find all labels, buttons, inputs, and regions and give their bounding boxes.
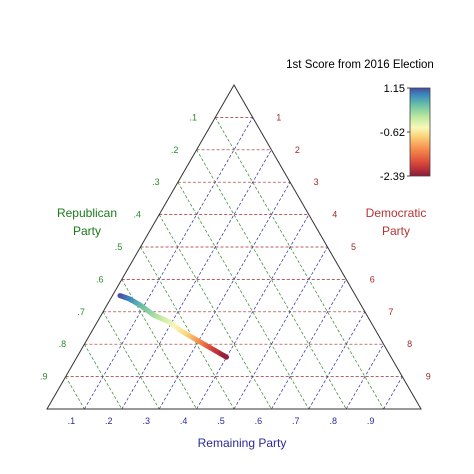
grid-line-republican-1 — [214, 117, 384, 410]
grid-line-remaining-7 — [308, 311, 366, 410]
remaining-tick-label: .2 — [105, 416, 113, 426]
axis-ticks: .1 .2 .3 .4 .5 .6 .7 .8 .9 1 2 3 4 5 6 7 8 9 .1 .2 .3 .4 .5 .6.… — [40, 112, 431, 426]
democratic-tick-label: 6 — [370, 274, 375, 284]
colorbar-mid-label: -0.62 — [380, 127, 405, 139]
remaining-tick-label: .5 — [217, 416, 225, 426]
democratic-tick-label: 4 — [332, 210, 337, 220]
remaining-tick-label: .9 — [367, 416, 375, 426]
democratic-tick-label: 7 — [388, 307, 393, 317]
grid-line-remaining-9 — [383, 376, 403, 410]
remaining-tick-label: .8 — [329, 416, 337, 426]
remaining-tick-label: .1 — [68, 416, 76, 426]
republican-tick-label: .2 — [171, 145, 179, 155]
democratic-tick-label: 8 — [407, 339, 412, 349]
republican-tick-label: .3 — [152, 177, 160, 187]
grid-line-remaining-4 — [196, 214, 310, 410]
ternary-grid — [65, 117, 403, 410]
curve-segment — [222, 353, 230, 360]
grid-line-remaining-1 — [84, 117, 254, 410]
ternary-triangle — [46, 83, 422, 410]
colorbar-max-label: 1.15 — [384, 83, 405, 95]
republican-tick-label: .8 — [59, 339, 67, 349]
grid-line-republican-8 — [84, 344, 123, 410]
republican-tick-label: .5 — [115, 242, 123, 252]
colorbar-min-label: -2.39 — [380, 171, 405, 183]
grid-line-republican-7 — [102, 311, 160, 410]
colorbar-gradient — [409, 87, 431, 177]
republican-tick-label: .6 — [96, 274, 104, 284]
grid-line-republican-3 — [177, 182, 310, 410]
grid-line-republican-9 — [65, 376, 85, 410]
republican-tick-label: .7 — [77, 307, 85, 317]
remaining-tick-label: .7 — [292, 416, 300, 426]
democratic-tick-label: 1 — [276, 112, 281, 122]
colorbar-title: 1st Score from 2016 Election — [286, 59, 434, 71]
remaining-axis-label: Remaining Party — [198, 436, 287, 450]
colorbar: 1st Score from 2016 Election 1.15 -0.62 … — [286, 59, 434, 183]
democratic-axis-label-line2: Party — [382, 224, 410, 238]
grid-line-remaining-5 — [233, 246, 328, 410]
remaining-tick-label: .6 — [255, 416, 263, 426]
republican-tick-label: .1 — [190, 112, 198, 122]
remaining-tick-label: .4 — [180, 416, 188, 426]
grid-line-remaining-3 — [158, 182, 291, 410]
democratic-tick-label: 2 — [295, 145, 300, 155]
remaining-tick-label: .3 — [142, 416, 150, 426]
republican-tick-label: .4 — [133, 210, 141, 220]
republican-axis-label-line2: Party — [73, 224, 101, 238]
grid-line-republican-5 — [140, 246, 235, 410]
democratic-tick-label: 5 — [351, 242, 356, 252]
republican-axis-label-line1: Republican — [57, 206, 117, 220]
democratic-axis-label-line1: Democratic — [366, 206, 427, 220]
democratic-tick-label: 3 — [314, 177, 319, 187]
grid-line-remaining-8 — [345, 344, 384, 410]
republican-tick-label: .9 — [40, 372, 48, 382]
score-curve — [117, 293, 230, 360]
democratic-tick-label: 9 — [426, 372, 431, 382]
